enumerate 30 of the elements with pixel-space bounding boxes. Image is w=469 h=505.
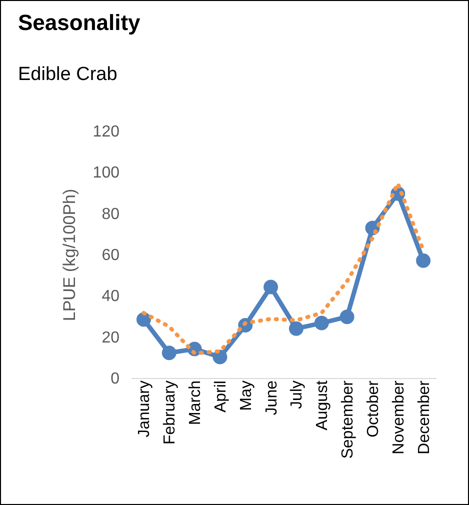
x-tick-label: February (162, 380, 179, 445)
y-tick-label: 100 (92, 164, 120, 182)
x-tick-label: December (416, 380, 433, 454)
y-tick-label: 80 (102, 206, 120, 223)
x-tick-label: July (288, 380, 306, 409)
chart-title: Seasonality (18, 10, 142, 35)
y-axis-title: LPUE (kg/100Ph) (60, 188, 79, 322)
y-tick-label: 0 (110, 370, 120, 388)
y-tick-label: 20 (102, 329, 120, 346)
chart-subtitle: Edible Crab (18, 64, 118, 85)
point (136, 312, 151, 327)
x-tick-label: April (212, 380, 230, 413)
point (288, 321, 304, 336)
point (416, 253, 431, 268)
x-tick-label: September (340, 380, 357, 459)
point (264, 280, 278, 294)
x-tick-label: August (314, 380, 332, 430)
x-tick-label: November (390, 380, 408, 454)
y-tick-label: 60 (102, 247, 120, 264)
point (162, 346, 176, 360)
point (340, 310, 354, 324)
x-tick-label: May (238, 380, 255, 411)
x-tick-label: March (187, 380, 204, 425)
x-tick-label: October (364, 380, 382, 438)
y-tick-label: 120 (92, 124, 120, 140)
x-tick-label: June (263, 380, 280, 416)
y-tick-label: 40 (102, 288, 120, 306)
x-tick-label: January (136, 380, 154, 438)
point (314, 316, 329, 330)
point (212, 350, 228, 364)
